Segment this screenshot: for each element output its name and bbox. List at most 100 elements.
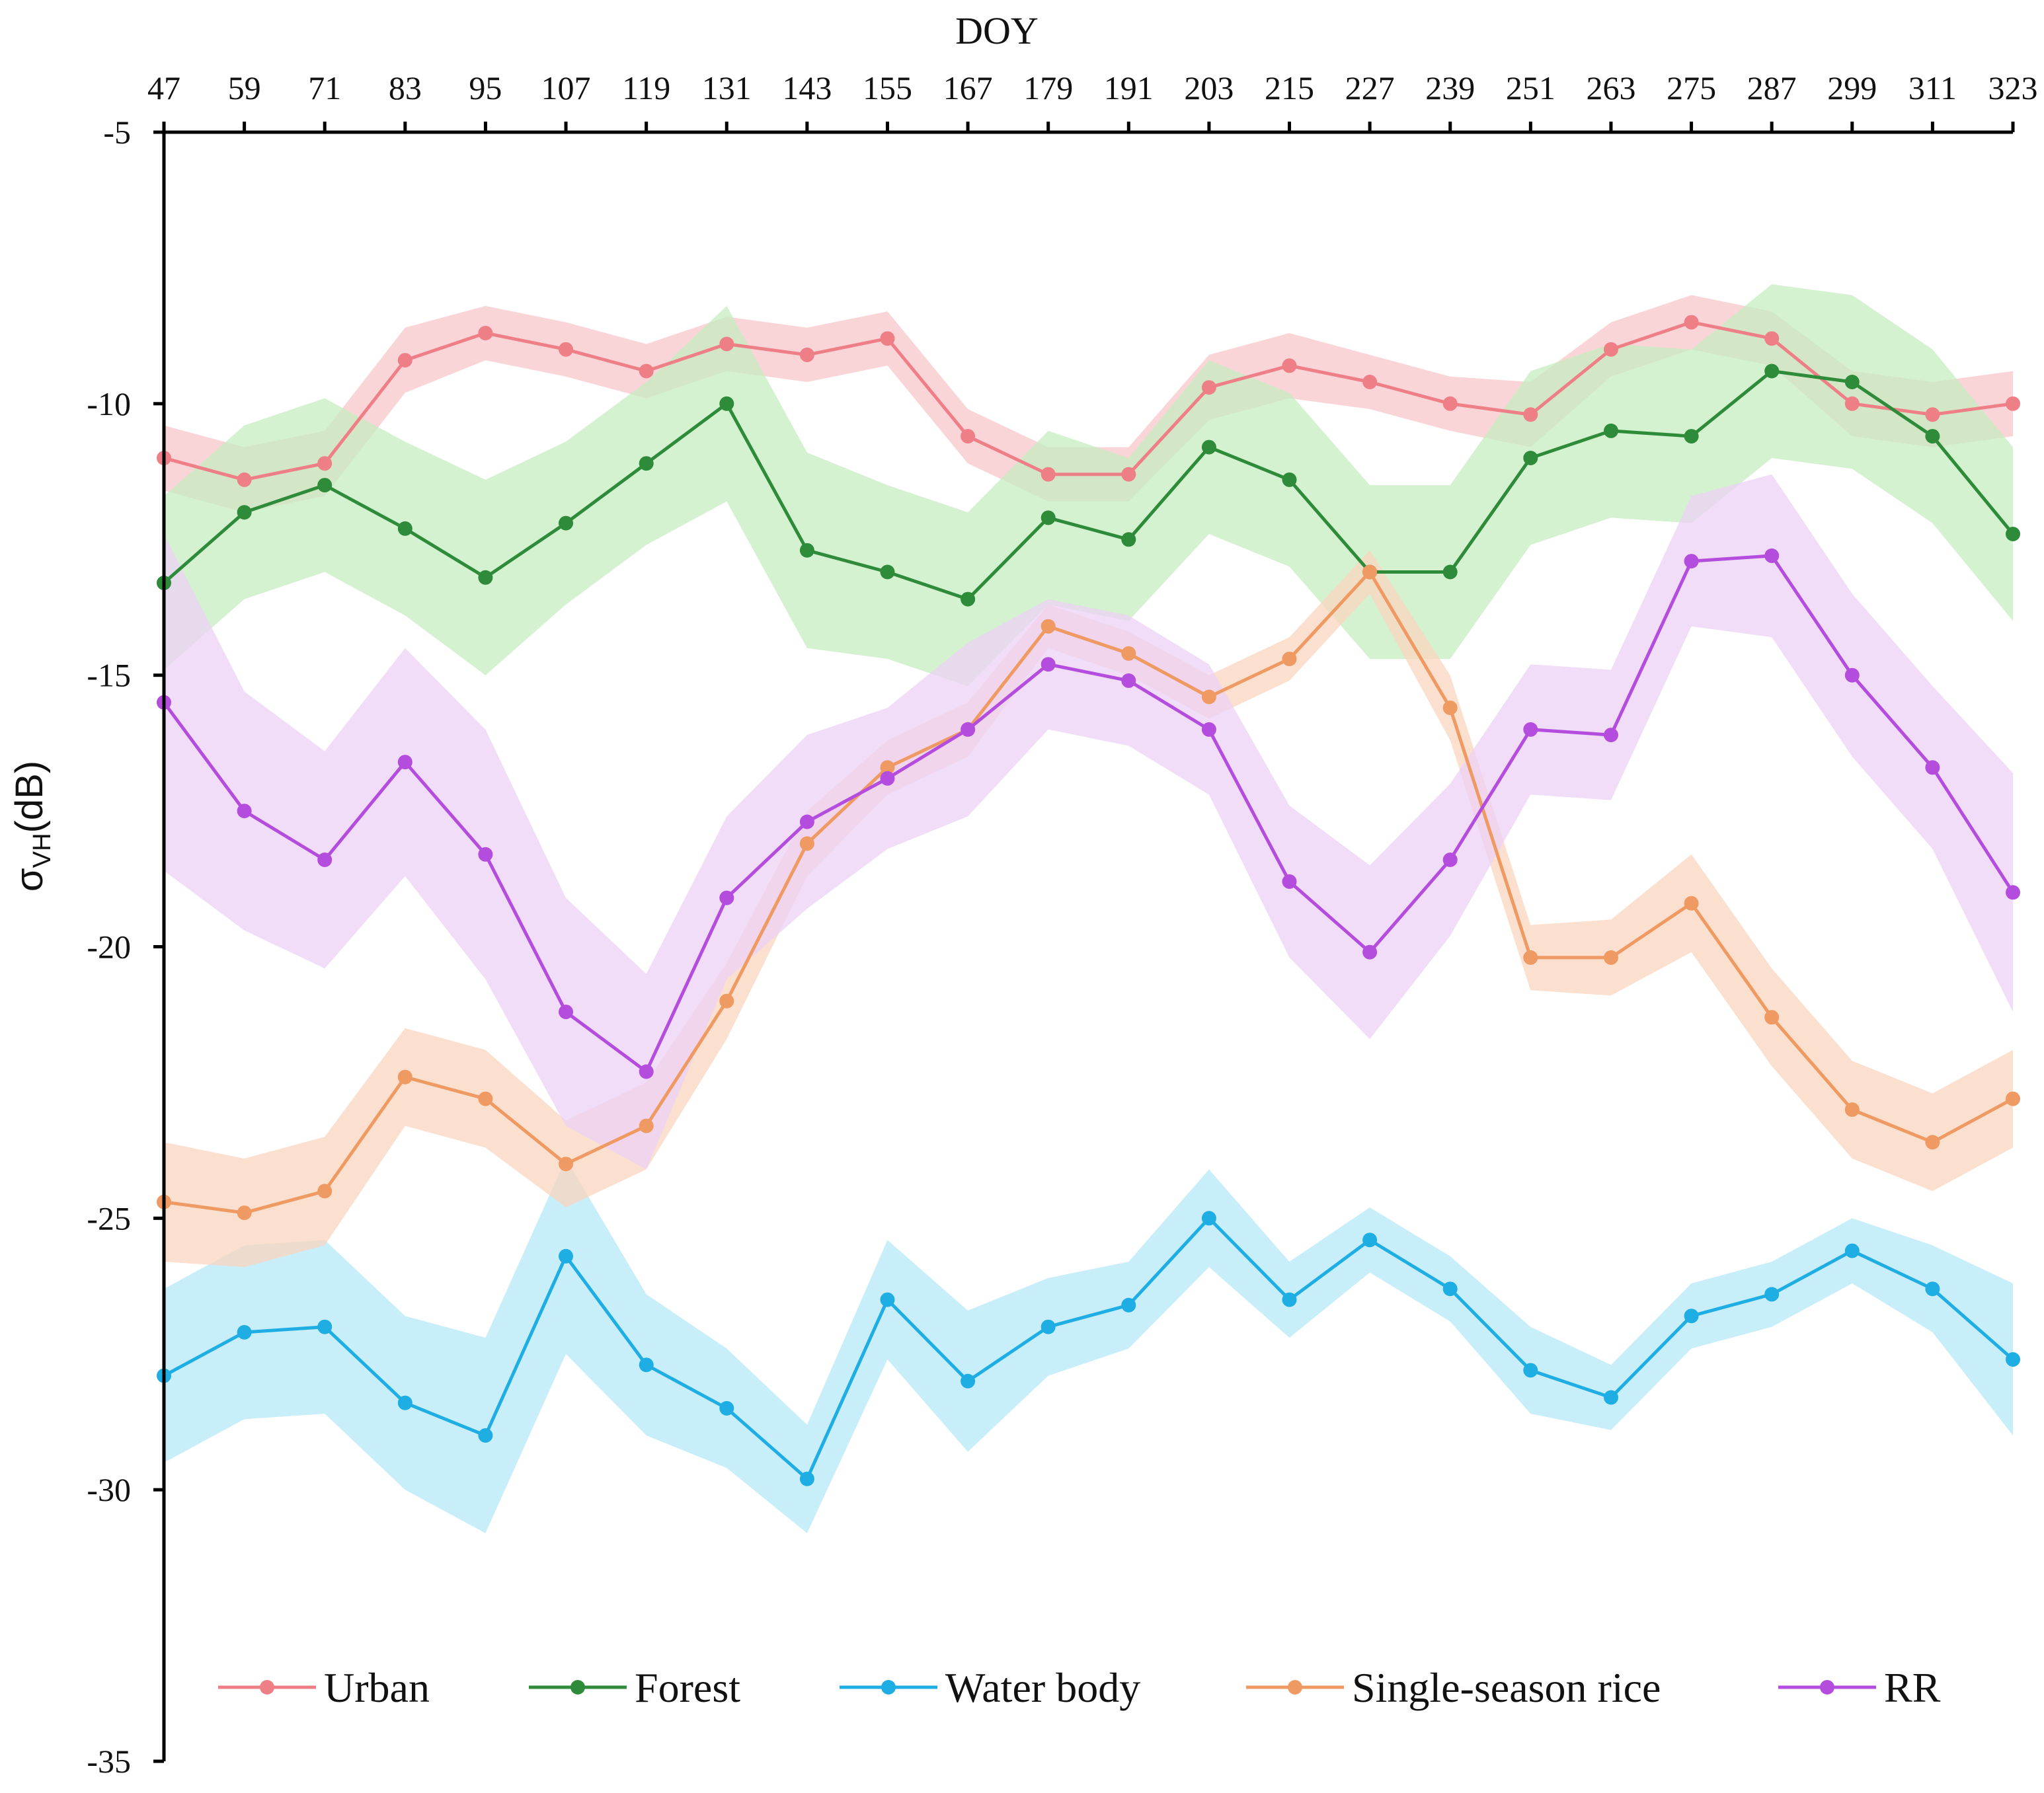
point-urban-167: [961, 429, 976, 444]
point-urban-227: [1362, 375, 1378, 389]
point-urban-215: [1282, 358, 1297, 373]
point-single-season-rice-239: [1442, 701, 1458, 715]
x-tick-label: 203: [1184, 69, 1234, 106]
legend-item-single-season-rice: Single-season rice: [1246, 1664, 1661, 1711]
legend-marker-urban: [260, 1680, 274, 1695]
x-tick-label: 191: [1104, 69, 1154, 106]
series-urban: [157, 315, 2020, 487]
point-urban-239: [1442, 396, 1458, 411]
point-rr-215: [1282, 874, 1297, 889]
point-urban-323: [2006, 396, 2020, 411]
line-rr: [162, 554, 2015, 1073]
point-rr-299: [1844, 668, 1860, 683]
series-lines: [157, 315, 2020, 1486]
point-water-body-251: [1523, 1363, 1538, 1378]
point-urban-263: [1604, 342, 1618, 357]
x-tick-label: 143: [782, 69, 832, 106]
x-tick-label: 275: [1667, 69, 1716, 106]
legend-label-forest: Forest: [635, 1664, 740, 1711]
point-single-season-rice-275: [1684, 896, 1699, 911]
point-forest-167: [961, 591, 976, 607]
point-water-body-95: [478, 1428, 493, 1443]
point-urban-59: [237, 472, 252, 487]
point-water-body-311: [1925, 1281, 1940, 1297]
point-forest-299: [1844, 375, 1860, 389]
point-single-season-rice-299: [1844, 1102, 1860, 1117]
point-single-season-rice-215: [1282, 652, 1297, 666]
point-urban-299: [1844, 396, 1860, 411]
point-urban-107: [559, 342, 573, 357]
x-tick-label: 107: [541, 69, 591, 106]
point-forest-191: [1121, 532, 1136, 547]
point-forest-131: [719, 396, 734, 411]
point-forest-215: [1282, 472, 1297, 487]
point-water-body-239: [1442, 1281, 1458, 1297]
x-tick-label: 59: [228, 69, 261, 106]
point-rr-287: [1764, 548, 1780, 563]
point-water-body-131: [719, 1400, 734, 1416]
x-tick-label: 215: [1265, 69, 1314, 106]
y-tick-label: -15: [87, 657, 131, 694]
point-forest-203: [1201, 439, 1216, 455]
x-tick-label: 239: [1425, 69, 1475, 106]
legend-item-rr: RR: [1778, 1664, 1941, 1711]
point-urban-251: [1523, 407, 1538, 422]
series-forest: [157, 363, 2020, 607]
point-urban-155: [880, 331, 895, 346]
x-axis-title: DOY: [955, 9, 1039, 52]
y-tick-label: -30: [87, 1471, 131, 1508]
point-water-body-119: [639, 1357, 654, 1373]
point-forest-95: [478, 570, 493, 585]
point-single-season-rice-131: [719, 993, 734, 1009]
point-water-body-167: [961, 1373, 976, 1389]
point-urban-95: [478, 326, 493, 340]
point-water-body-83: [397, 1395, 413, 1410]
point-single-season-rice-143: [799, 836, 814, 851]
point-rr-179: [1041, 657, 1056, 672]
point-water-body-191: [1121, 1297, 1136, 1313]
point-forest-287: [1764, 363, 1780, 379]
x-tick-label: 95: [469, 69, 502, 106]
y-tick-label: -10: [87, 385, 131, 422]
point-single-season-rice-59: [237, 1205, 252, 1221]
x-tick-label: 263: [1586, 69, 1635, 106]
uncertainty-bands: [164, 284, 2013, 1533]
point-water-body-203: [1201, 1211, 1216, 1226]
point-single-season-rice-227: [1362, 564, 1378, 580]
point-urban-131: [719, 336, 734, 352]
point-forest-251: [1523, 451, 1538, 465]
point-rr-191: [1121, 673, 1136, 688]
point-forest-275: [1684, 429, 1699, 444]
point-water-body-275: [1684, 1309, 1699, 1324]
point-rr-143: [799, 814, 814, 829]
point-water-body-215: [1282, 1292, 1297, 1307]
point-single-season-rice-311: [1925, 1135, 1940, 1150]
point-water-body-227: [1362, 1233, 1378, 1248]
band-single-season-rice: [164, 550, 2013, 1268]
point-forest-263: [1604, 423, 1618, 438]
band-rr: [164, 474, 2013, 1170]
point-forest-71: [317, 478, 333, 493]
point-urban-311: [1925, 407, 1940, 422]
point-urban-275: [1684, 315, 1699, 330]
line-urban: [163, 321, 2014, 482]
point-water-body-59: [237, 1324, 252, 1340]
point-rr-275: [1684, 554, 1699, 569]
x-tick-label: 131: [702, 69, 752, 106]
point-single-season-rice-191: [1121, 646, 1136, 661]
point-water-body-263: [1604, 1390, 1618, 1405]
point-water-body-71: [317, 1319, 333, 1334]
x-tick-label: 323: [1988, 69, 2038, 106]
line-water-body: [163, 1216, 2014, 1481]
point-urban-119: [639, 363, 654, 379]
point-rr-167: [961, 722, 976, 737]
x-tick-label: 179: [1023, 69, 1073, 106]
point-single-season-rice-323: [2006, 1091, 2020, 1106]
x-tick-label: 71: [308, 69, 341, 106]
point-rr-71: [317, 853, 333, 867]
point-rr-227: [1362, 944, 1378, 960]
band-forest: [164, 284, 2013, 687]
series-water-body: [157, 1211, 2020, 1486]
point-rr-83: [397, 755, 413, 770]
